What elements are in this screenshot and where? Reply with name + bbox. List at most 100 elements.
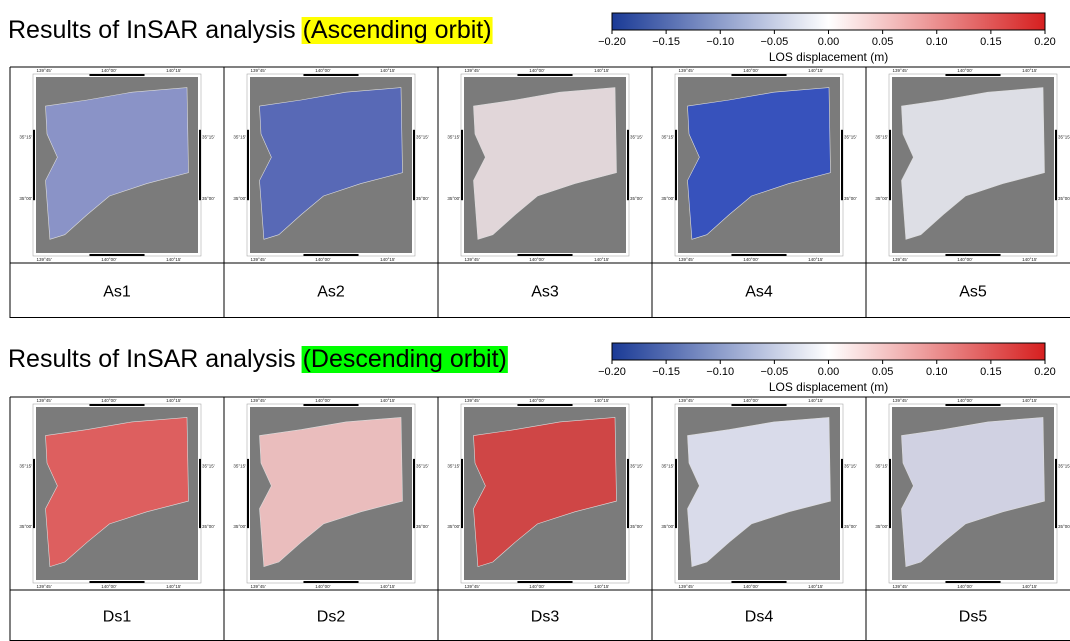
lat-label: 35°15' <box>844 135 857 140</box>
lon-label: 139°45' <box>37 257 52 262</box>
frame-bar <box>247 130 249 200</box>
lon-label: 140°15' <box>380 584 395 589</box>
lon-label: 140°15' <box>380 398 395 403</box>
frame-bar <box>841 459 843 528</box>
frame-bar <box>731 404 786 406</box>
lat-label: 35°15' <box>875 135 888 140</box>
lat-label: 35°00' <box>19 196 32 201</box>
lat-label: 35°15' <box>630 135 643 140</box>
lat-label: 35°15' <box>447 464 460 469</box>
lon-label: 140°15' <box>808 398 823 403</box>
frame-bar <box>731 74 786 76</box>
lat-label: 35°15' <box>416 464 429 469</box>
frame-bar <box>89 254 144 256</box>
lon-label: 139°45' <box>465 257 480 262</box>
frame-bar <box>199 130 201 200</box>
map-panel: 139°45'139°45'140°00'140°00'140°15'140°1… <box>661 68 856 262</box>
lon-label: 140°00' <box>315 398 330 403</box>
lat-label: 35°00' <box>661 524 674 529</box>
lon-label: 139°45' <box>251 257 266 262</box>
lon-label: 139°45' <box>465 398 480 403</box>
lon-label: 140°00' <box>743 68 758 73</box>
section-title: Results of InSAR analysis (Ascending orb… <box>8 16 492 44</box>
lon-label: 139°45' <box>251 398 266 403</box>
panel-label: As3 <box>531 284 559 301</box>
frame-bar <box>517 74 572 76</box>
frame-bar <box>461 130 463 200</box>
lat-label: 35°15' <box>447 135 460 140</box>
frame-bar <box>247 459 249 528</box>
colorbar-tick-label: 0.05 <box>872 366 893 378</box>
colorbar-tick-label: 0.20 <box>1034 366 1055 378</box>
colorbar-tick-label: 0.00 <box>818 36 839 48</box>
lon-label: 139°45' <box>893 68 908 73</box>
frame-bar <box>413 459 415 528</box>
lon-label: 140°00' <box>957 584 972 589</box>
map-panel: 139°45'139°45'140°00'140°00'140°15'140°1… <box>875 398 1070 589</box>
frame-bar <box>675 459 677 528</box>
frame-bar <box>33 459 35 528</box>
frame-bar <box>627 130 629 200</box>
colorbar-tick-label: 0.00 <box>818 366 839 378</box>
frame-bar <box>89 74 144 76</box>
lat-label: 35°00' <box>416 196 429 201</box>
lat-label: 35°00' <box>844 524 857 529</box>
lon-label: 140°15' <box>808 68 823 73</box>
panel-label: As2 <box>317 284 345 301</box>
frame-bar <box>199 459 201 528</box>
lon-label: 139°45' <box>893 398 908 403</box>
map-panel: 139°45'139°45'140°00'140°00'140°15'140°1… <box>875 68 1070 262</box>
lon-label: 140°00' <box>957 68 972 73</box>
map-panel: 139°45'139°45'140°00'140°00'140°15'140°1… <box>661 398 856 589</box>
lon-label: 140°00' <box>957 398 972 403</box>
lon-label: 140°15' <box>380 257 395 262</box>
lat-label: 35°00' <box>1058 524 1070 529</box>
frame-bar <box>945 581 1000 583</box>
colorbar-label: LOS displacement (m) <box>769 50 888 64</box>
lat-label: 35°15' <box>19 464 32 469</box>
colorbar-tick-label: −0.05 <box>760 36 788 48</box>
lon-label: 140°15' <box>166 257 181 262</box>
frame-bar <box>889 459 891 528</box>
lat-label: 35°00' <box>233 196 246 201</box>
lon-label: 140°15' <box>166 68 181 73</box>
frame-bar <box>945 74 1000 76</box>
frame-bar <box>945 404 1000 406</box>
frame-bar <box>945 254 1000 256</box>
lat-label: 35°15' <box>233 135 246 140</box>
colorbar-tick-label: 0.10 <box>926 36 947 48</box>
colorbar-tick-label: 0.20 <box>1034 36 1055 48</box>
colorbar-tick-label: −0.10 <box>706 366 734 378</box>
lat-label: 35°00' <box>1058 196 1070 201</box>
lat-label: 35°00' <box>875 524 888 529</box>
lat-label: 35°15' <box>630 464 643 469</box>
lon-label: 140°15' <box>1022 257 1037 262</box>
lon-label: 140°00' <box>529 257 544 262</box>
lat-label: 35°00' <box>202 196 215 201</box>
frame-bar <box>303 74 358 76</box>
frame-bar <box>89 581 144 583</box>
panel-label: As5 <box>959 284 987 301</box>
lon-label: 140°15' <box>166 398 181 403</box>
frame-bar <box>1055 459 1057 528</box>
lon-label: 140°00' <box>743 584 758 589</box>
lon-label: 140°15' <box>1022 68 1037 73</box>
colorbar-tick-label: −0.15 <box>652 366 680 378</box>
lon-label: 140°00' <box>743 257 758 262</box>
figure: Results of InSAR analysis (Ascending orb… <box>0 0 1070 641</box>
frame-bar <box>517 254 572 256</box>
colorbar-tick-label: 0.05 <box>872 36 893 48</box>
lat-label: 35°15' <box>202 464 215 469</box>
lat-label: 35°00' <box>202 524 215 529</box>
lat-label: 35°15' <box>661 135 674 140</box>
lon-label: 140°00' <box>957 257 972 262</box>
lat-label: 35°00' <box>19 524 32 529</box>
lat-label: 35°15' <box>1058 464 1070 469</box>
frame-bar <box>89 404 144 406</box>
frame-bar <box>517 581 572 583</box>
lon-label: 139°45' <box>37 584 52 589</box>
lon-label: 139°45' <box>465 68 480 73</box>
lon-label: 140°00' <box>101 398 116 403</box>
lon-label: 139°45' <box>679 68 694 73</box>
lon-label: 140°00' <box>315 257 330 262</box>
